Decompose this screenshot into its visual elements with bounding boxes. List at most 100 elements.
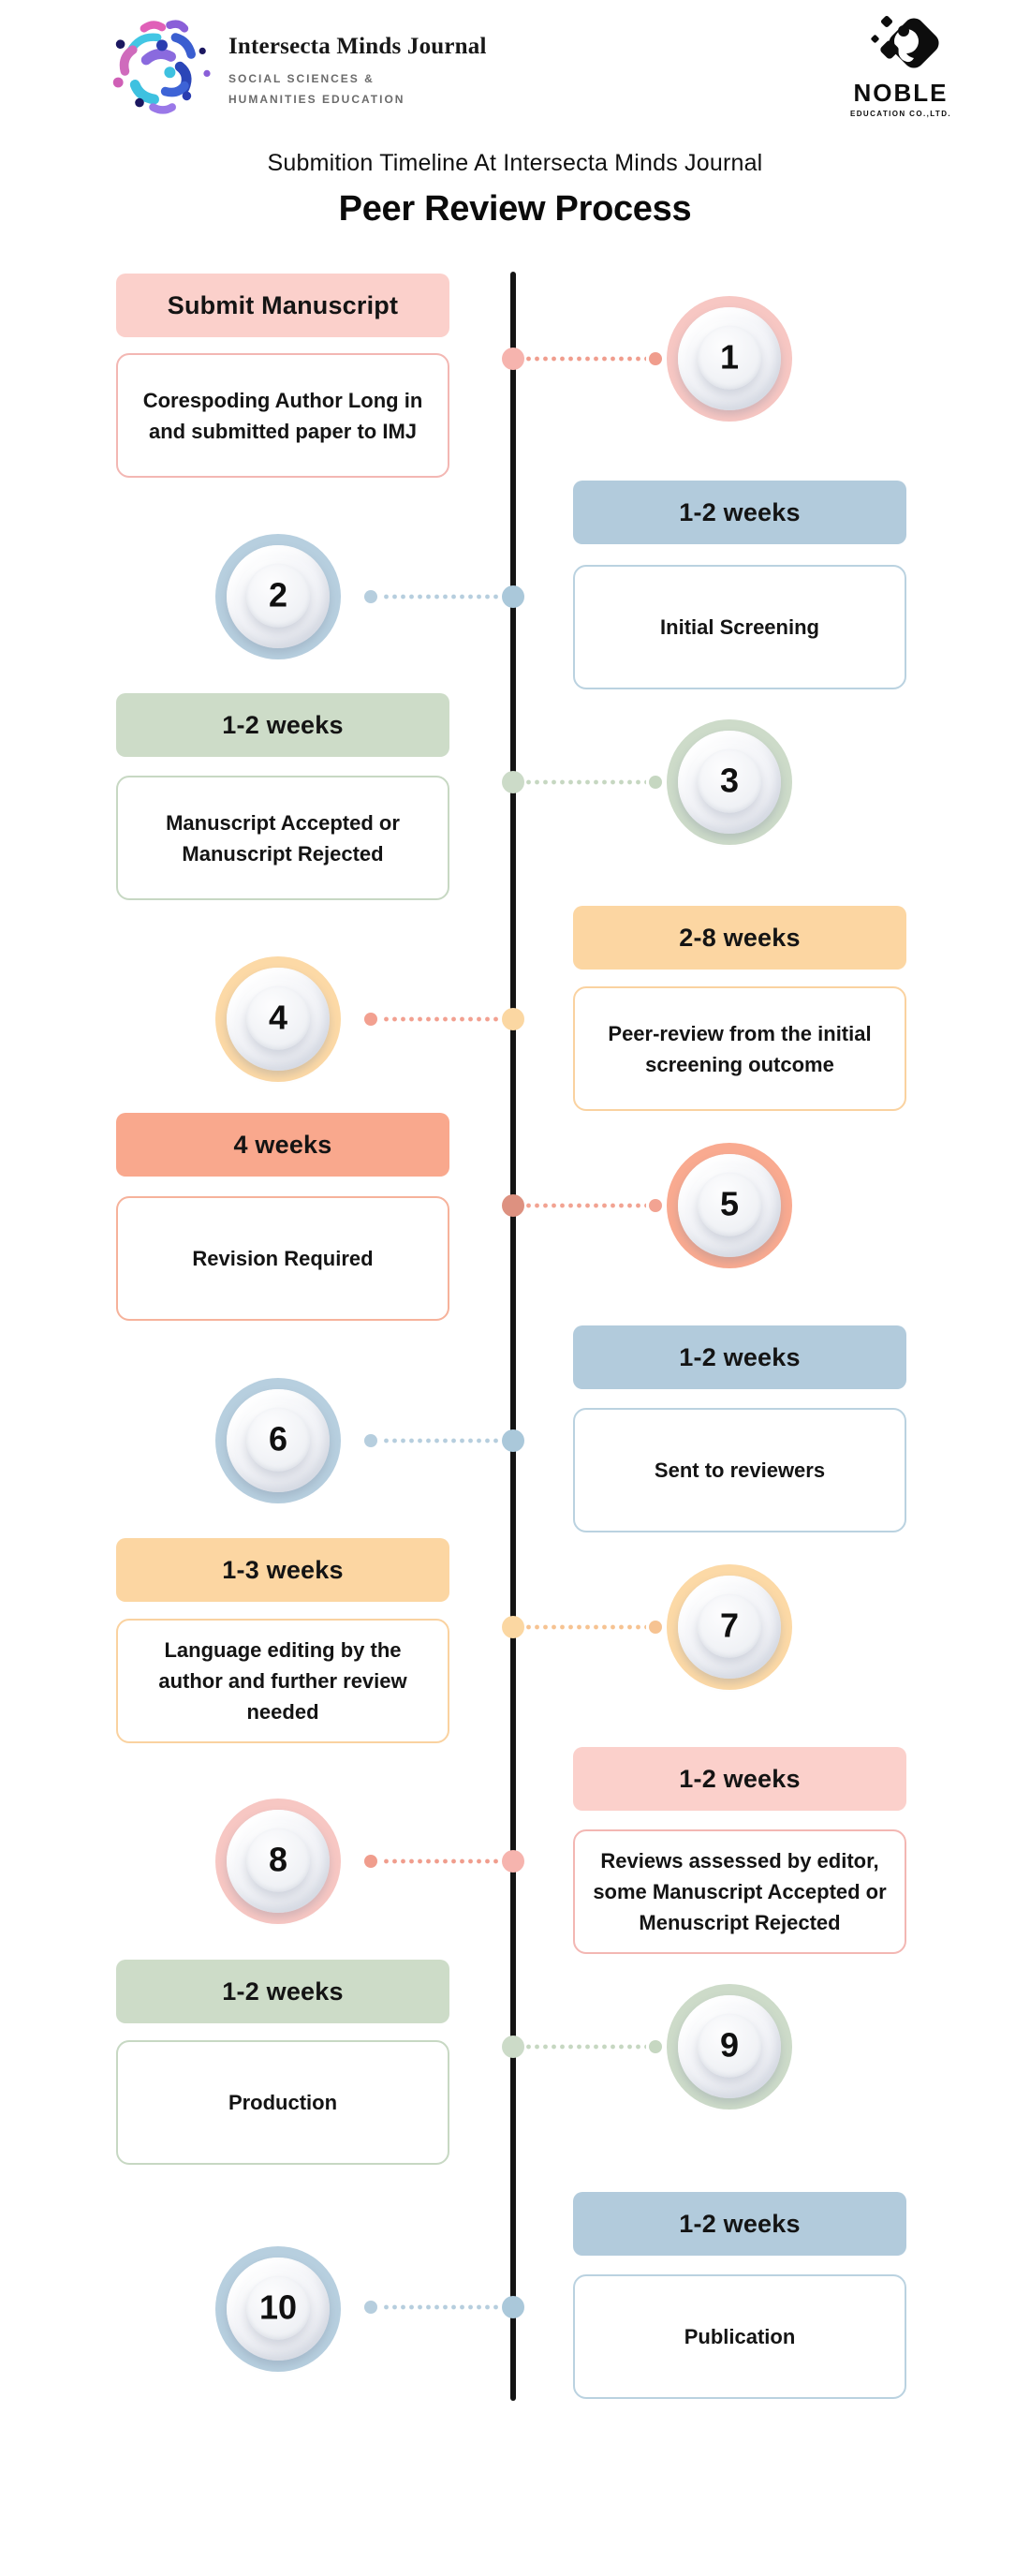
step-9-number: 9 bbox=[698, 2013, 761, 2078]
step-10-header-pill: 1-2 weeks bbox=[573, 2192, 906, 2256]
step-2-circle: 2 bbox=[215, 534, 341, 659]
step-7-timeline-dot bbox=[502, 1616, 524, 1638]
step-8-header-label: 1-2 weeks bbox=[679, 1764, 801, 1793]
brand-tagline: SOCIAL SCIENCES & HUMANITIES EDUCATION bbox=[228, 68, 487, 110]
step-5-connector-dot bbox=[649, 1199, 662, 1212]
step-9-description-box: Production bbox=[116, 2040, 449, 2165]
step-4-number: 4 bbox=[246, 985, 310, 1050]
step-1-circle: 1 bbox=[667, 296, 792, 422]
brand-tagline-line1: SOCIAL SCIENCES & bbox=[228, 72, 375, 85]
step-10-connector-dot bbox=[364, 2301, 377, 2314]
step-7-description-box: Language editing by the author and furth… bbox=[116, 1619, 449, 1743]
step-8-number: 8 bbox=[246, 1828, 310, 1892]
step-8-description-box: Reviews assessed by editor, some Manuscr… bbox=[573, 1829, 906, 1954]
step-5-description-box: Revision Required bbox=[116, 1196, 449, 1321]
step-5-number: 5 bbox=[698, 1172, 761, 1236]
step-1-header-label: Submit Manuscript bbox=[167, 290, 399, 319]
step-8-circle: 8 bbox=[215, 1799, 341, 1924]
step-4-connector-dot bbox=[364, 1013, 377, 1026]
step-4-circle: 4 bbox=[215, 956, 341, 1082]
step-10-connector-line bbox=[382, 2303, 502, 2311]
step-9-timeline-dot bbox=[502, 2036, 524, 2058]
step-3-circle: 3 bbox=[667, 719, 792, 845]
step-7-header-label: 1-3 weeks bbox=[222, 1555, 344, 1584]
step-5-header-pill: 4 weeks bbox=[116, 1113, 449, 1177]
step-1-description-box: Corespoding Author Long in and submitted… bbox=[116, 353, 449, 478]
step-5-header-label: 4 weeks bbox=[233, 1130, 332, 1159]
step-3-header-pill: 1-2 weeks bbox=[116, 693, 449, 757]
step-2-description: Initial Screening bbox=[660, 615, 819, 639]
intersecta-logo-icon bbox=[112, 20, 211, 114]
step-5-timeline-dot bbox=[502, 1194, 524, 1217]
step-3-description: Manuscript Accepted or Manuscript Reject… bbox=[166, 810, 400, 866]
step-9-connector-line bbox=[524, 2043, 646, 2050]
step-1-header-pill: Submit Manuscript bbox=[116, 274, 449, 337]
step-4-header-pill: 2-8 weeks bbox=[573, 906, 906, 970]
step-4-header-label: 2-8 weeks bbox=[679, 923, 801, 952]
step-6-description: Sent to reviewers bbox=[654, 1458, 826, 1482]
step-9-description: Production bbox=[228, 2091, 338, 2114]
step-5-circle: 5 bbox=[667, 1143, 792, 1268]
step-7-description: Language editing by the author and furth… bbox=[158, 1638, 407, 1724]
step-6-connector-dot bbox=[364, 1434, 377, 1447]
step-2-header-pill: 1-2 weeks bbox=[573, 481, 906, 544]
brand-text-block: Intersecta Minds Journal SOCIAL SCIENCES… bbox=[228, 34, 487, 110]
step-1-number: 1 bbox=[698, 325, 761, 390]
step-6-number: 6 bbox=[246, 1407, 310, 1472]
timeline-line bbox=[510, 272, 516, 2401]
step-7-circle: 7 bbox=[667, 1564, 792, 1690]
brand-name: Intersecta Minds Journal bbox=[228, 34, 487, 59]
step-1-timeline-dot bbox=[502, 348, 524, 370]
step-9-header-label: 1-2 weeks bbox=[222, 1976, 344, 2006]
step-5-connector-line bbox=[524, 1202, 646, 1209]
step-10-timeline-dot bbox=[502, 2296, 524, 2318]
step-6-header-label: 1-2 weeks bbox=[679, 1342, 801, 1371]
step-4-description-box: Peer-review from the initial screening o… bbox=[573, 986, 906, 1111]
step-1-description: Corespoding Author Long in and submitted… bbox=[142, 388, 423, 443]
step-2-number: 2 bbox=[246, 563, 310, 628]
noble-logo-block: NOBLE EDUCATION CO.,LTD. bbox=[817, 11, 985, 118]
step-7-connector-dot bbox=[649, 1621, 662, 1634]
step-8-description: Reviews assessed by editor, some Manuscr… bbox=[593, 1849, 887, 1934]
step-3-header-label: 1-2 weeks bbox=[222, 710, 344, 739]
step-10-number: 10 bbox=[246, 2275, 310, 2340]
step-4-timeline-dot bbox=[502, 1008, 524, 1030]
noble-logo-icon bbox=[871, 15, 939, 68]
step-8-connector-line bbox=[382, 1858, 502, 1865]
step-2-description-box: Initial Screening bbox=[573, 565, 906, 689]
step-7-header-pill: 1-3 weeks bbox=[116, 1538, 449, 1602]
step-10-description-box: Publication bbox=[573, 2274, 906, 2399]
step-5-description: Revision Required bbox=[192, 1247, 374, 1270]
step-9-header-pill: 1-2 weeks bbox=[116, 1960, 449, 2023]
step-6-timeline-dot bbox=[502, 1429, 524, 1452]
noble-name: NOBLE bbox=[853, 79, 949, 107]
step-6-circle: 6 bbox=[215, 1378, 341, 1503]
brand-tagline-line2: HUMANITIES EDUCATION bbox=[228, 93, 405, 107]
step-8-timeline-dot bbox=[502, 1850, 524, 1873]
step-8-header-pill: 1-2 weeks bbox=[573, 1747, 906, 1811]
step-10-circle: 10 bbox=[215, 2246, 341, 2372]
step-3-connector-dot bbox=[649, 776, 662, 789]
step-1-connector-line bbox=[524, 355, 646, 363]
step-3-description-box: Manuscript Accepted or Manuscript Reject… bbox=[116, 776, 449, 900]
step-2-connector-line bbox=[382, 593, 502, 600]
step-4-connector-line bbox=[382, 1015, 502, 1023]
page-subtitle: Submition Timeline At Intersecta Minds J… bbox=[267, 150, 763, 176]
step-4-description: Peer-review from the initial screening o… bbox=[608, 1021, 872, 1076]
noble-subtitle: EDUCATION CO.,LTD. bbox=[849, 110, 951, 118]
step-7-connector-line bbox=[524, 1623, 646, 1631]
step-10-description: Publication bbox=[684, 2325, 796, 2348]
step-9-circle: 9 bbox=[667, 1984, 792, 2110]
step-3-timeline-dot bbox=[502, 771, 524, 793]
step-2-timeline-dot bbox=[502, 585, 524, 608]
step-10-header-label: 1-2 weeks bbox=[679, 2209, 801, 2238]
step-6-description-box: Sent to reviewers bbox=[573, 1408, 906, 1532]
step-6-connector-line bbox=[382, 1437, 502, 1444]
step-3-connector-line bbox=[524, 778, 646, 786]
step-6-header-pill: 1-2 weeks bbox=[573, 1325, 906, 1389]
step-2-header-label: 1-2 weeks bbox=[679, 497, 801, 526]
step-2-connector-dot bbox=[364, 590, 377, 603]
page-title: Peer Review Process bbox=[338, 189, 692, 229]
step-7-number: 7 bbox=[698, 1593, 761, 1658]
